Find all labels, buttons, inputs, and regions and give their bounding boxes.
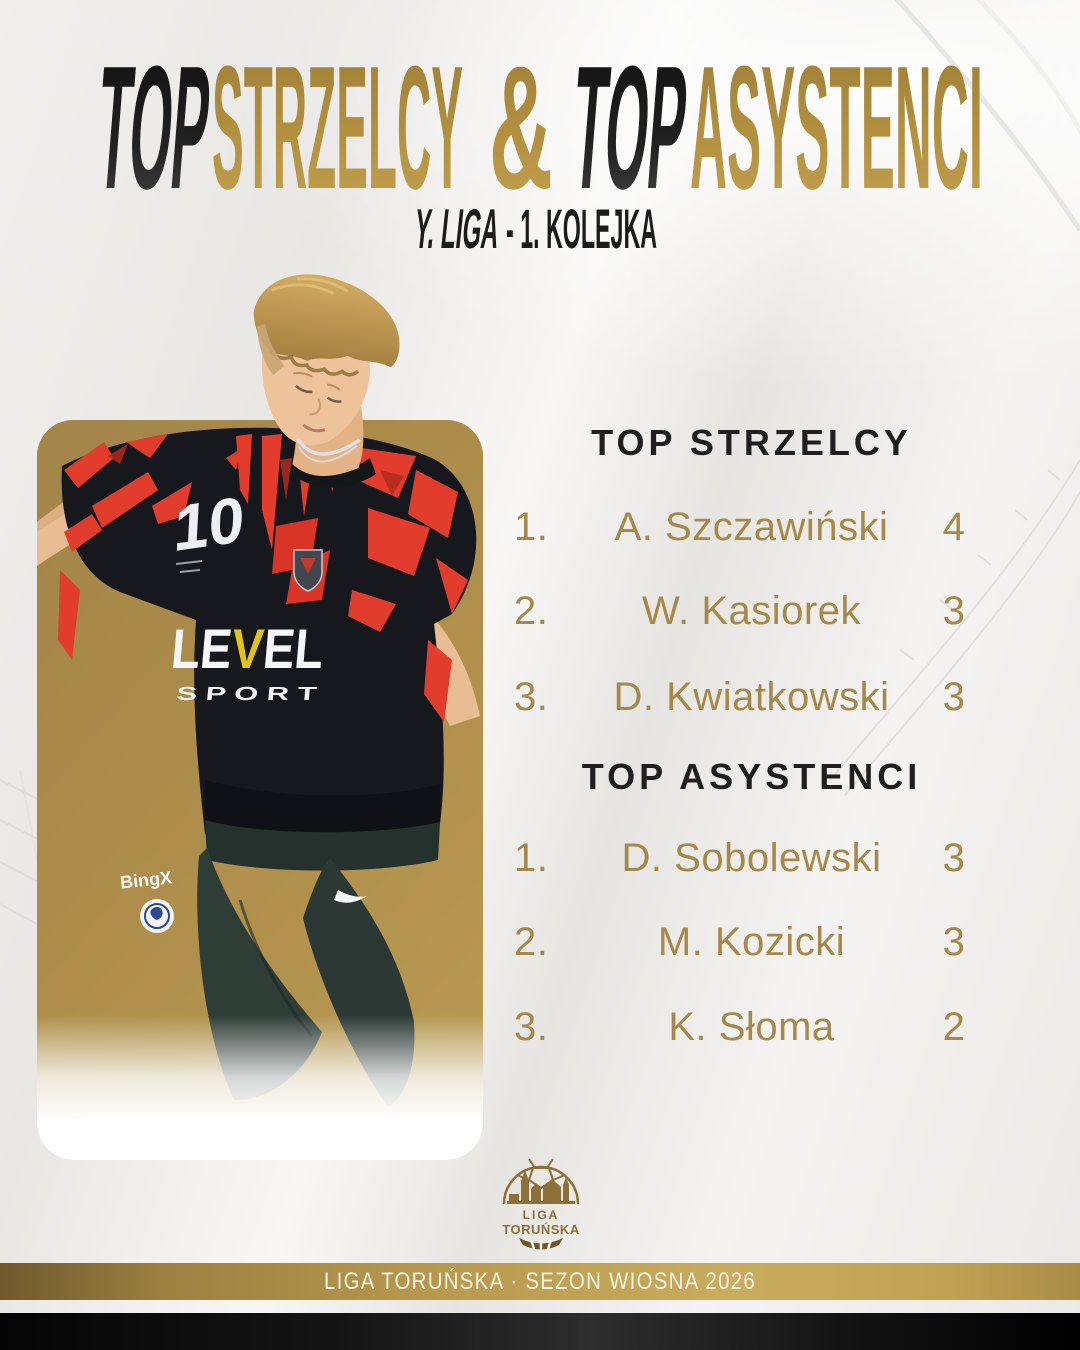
scorer-rank: 2.: [514, 588, 549, 633]
assist-name: D. Sobolewski: [621, 835, 882, 880]
subtitle-round: - 1. KOLEJKA: [506, 197, 657, 260]
chest-small-mark: [175, 560, 203, 573]
logo-skyline: [507, 1170, 575, 1204]
face-eyes-closed: [295, 384, 342, 403]
assist-name: K. Słoma: [668, 1004, 835, 1049]
title-strzelcy: STRZELCY: [212, 29, 463, 225]
assist-row-3: 3. K. Słoma 2: [500, 1003, 1000, 1051]
jersey-number: 10: [168, 483, 249, 564]
scorer-rank: 1.: [514, 504, 549, 549]
assist-rank: 2.: [514, 919, 549, 964]
scorer-name: A. Szczawiński: [614, 504, 889, 549]
assist-count: 3: [942, 919, 966, 964]
title-asystenci: ASYSTENCI: [690, 29, 983, 225]
sponsor-le: LE: [169, 617, 235, 680]
player-jersey: 10 LEVEL S P O R T: [58, 427, 477, 842]
assist-row-1: 1. D. Sobolewski 3: [500, 834, 1000, 882]
scorer-name: W. Kasiorek: [642, 588, 861, 633]
footer-text: LIGA TORUŃSKA · SEZON WIOSNA 2026: [324, 1268, 756, 1295]
assist-row-2: 2. M. Kozicki 3: [500, 918, 1000, 966]
assists-heading: TOP ASYSTENCI: [581, 756, 922, 797]
scorer-goals: 3: [942, 674, 966, 719]
scorer-row-1: 1. A. Szczawiński 4: [500, 503, 1000, 551]
neck-chain: [296, 437, 361, 463]
jersey-sponsor: LEVEL S P O R T: [169, 617, 327, 705]
logo-line2: TORUŃSKA: [502, 1222, 580, 1237]
sponsor-v: V: [229, 617, 266, 680]
jersey-red-pattern-dark: [108, 444, 404, 500]
footer-bar: LIGA TORUŃSKA · SEZON WIOSNA 2026: [0, 1263, 1080, 1300]
logo-line1: LIGA: [523, 1208, 560, 1222]
rankings-panel: TOP STRZELCY 1. A. Szczawiński 4 2. W. K…: [500, 0, 1000, 1350]
card-bottom-fade: [37, 960, 483, 1160]
assist-count: 3: [942, 835, 966, 880]
scorer-goals: 4: [942, 504, 966, 549]
scorers-heading: TOP STRZELCY: [591, 422, 912, 463]
title-ampersand: &: [489, 29, 553, 225]
subtitle-league: Y. LIGA: [412, 197, 503, 260]
bottom-black-bar: [0, 1313, 1080, 1350]
scorer-rank: 3.: [514, 674, 549, 719]
pants-club-badge: [140, 899, 174, 933]
player-head: [253, 274, 400, 477]
sponsor-sport: S P O R T: [176, 684, 318, 705]
nike-swoosh: [334, 890, 367, 903]
scorer-name: D. Kwiatkowski: [613, 674, 890, 719]
logo-bottom-fan: [519, 1238, 563, 1250]
svg-text:LEVEL: LEVEL: [169, 617, 327, 680]
scorer-row-2: 2. W. Kasiorek 3: [500, 587, 1000, 635]
sponsor-el: EL: [261, 617, 327, 680]
title-top-2: TOP: [566, 29, 694, 226]
assist-name: M. Kozicki: [657, 919, 846, 964]
scorer-goals: 3: [942, 588, 966, 633]
league-logo: LIGA TORUŃSKA: [502, 1158, 580, 1250]
assist-rank: 1.: [514, 835, 549, 880]
title-block: TOP STRZELCY & TOP ASYSTENCI Y. LIGA - 1…: [91, 29, 983, 260]
assist-rank: 3.: [514, 1004, 549, 1049]
player-photo-card: 10 LEVEL S P O R T BingX: [37, 274, 483, 1160]
title-top-1: TOP: [91, 29, 217, 226]
scorer-row-3: 3. D. Kwiatkowski 3: [500, 673, 1000, 721]
assist-count: 2: [942, 1004, 966, 1049]
jersey-crest: [272, 518, 330, 604]
